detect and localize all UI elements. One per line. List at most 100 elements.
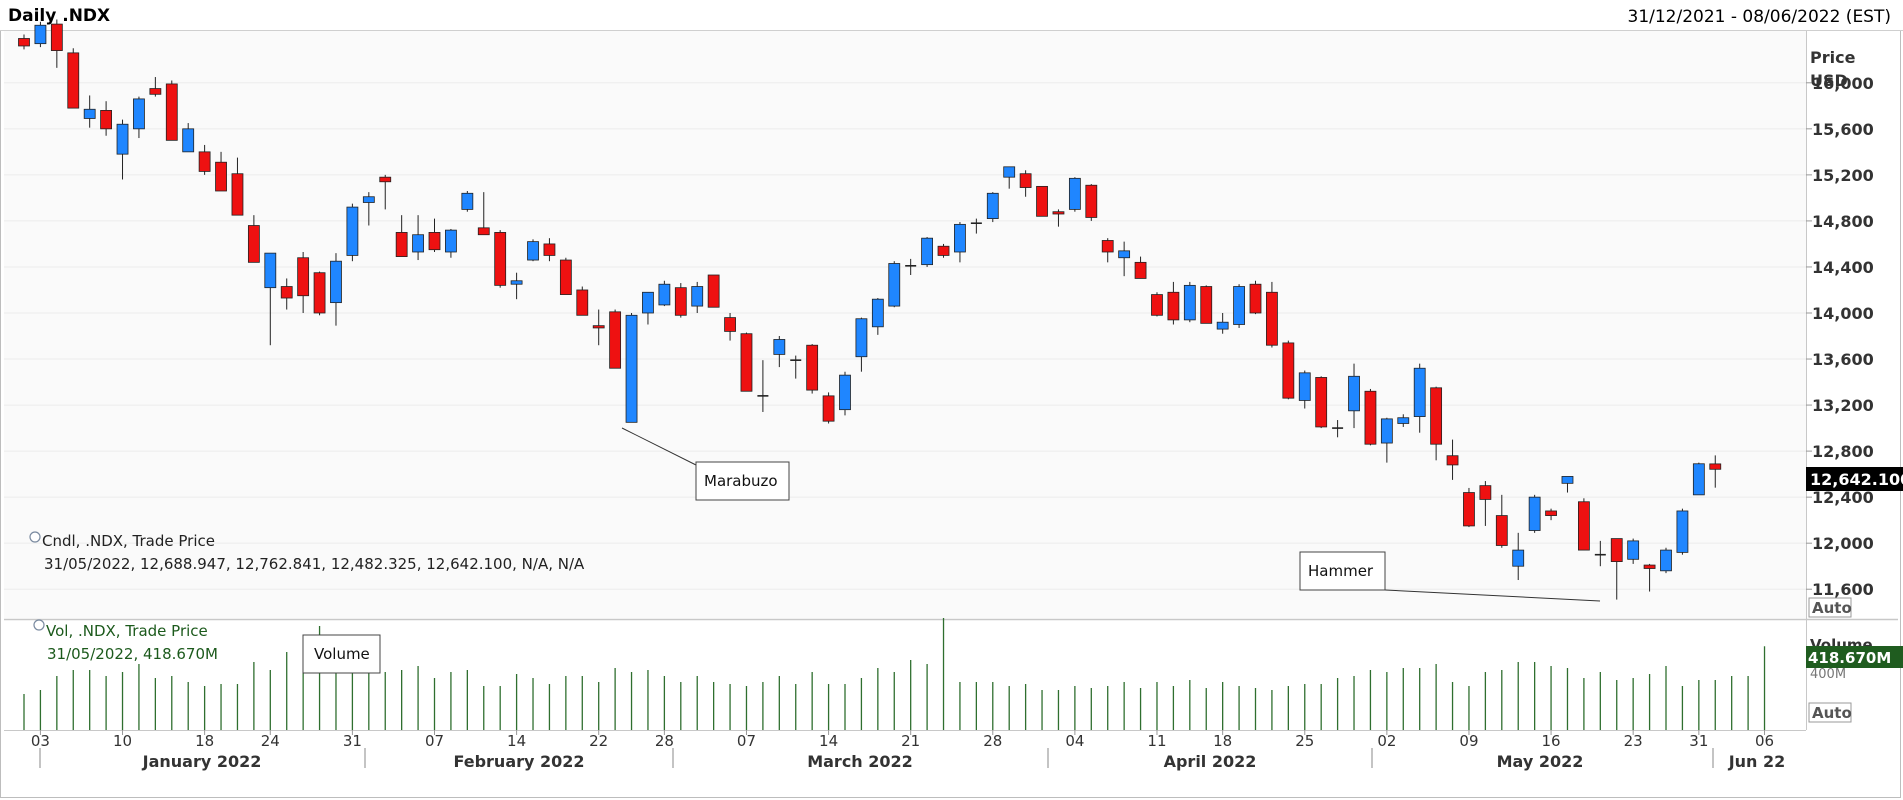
candle-body <box>330 260 342 304</box>
candle-body <box>1676 510 1689 553</box>
candle-body <box>83 108 96 119</box>
date-tick-label: 07 <box>425 732 444 750</box>
candle-body <box>346 206 359 256</box>
candle-body <box>1397 417 1410 424</box>
candle-body <box>215 161 227 192</box>
candle-body <box>1167 291 1180 321</box>
volume-legend-clock-icon[interactable] <box>33 619 45 631</box>
candle-body <box>609 311 622 369</box>
candle-body <box>1249 283 1262 314</box>
volume-auto-button[interactable] <box>1808 702 1852 723</box>
hammer-pointer <box>1384 589 1601 602</box>
candle-body <box>1528 496 1541 531</box>
candle-body <box>34 24 47 45</box>
candle-body <box>494 232 507 286</box>
candle-body <box>1692 463 1705 496</box>
candle-body <box>280 286 293 299</box>
candle-body <box>674 287 687 316</box>
month-label: April 2022 <box>1164 752 1257 771</box>
candle-body <box>1151 294 1163 316</box>
candle-body <box>1233 286 1245 325</box>
month-label: March 2022 <box>807 752 913 771</box>
price-auto-label: Auto <box>1812 599 1852 617</box>
candle-body <box>477 227 490 236</box>
candle-body <box>149 88 162 95</box>
price-tick-label: 14,000 <box>1812 304 1874 323</box>
date-tick-label: 14 <box>507 732 526 750</box>
price-tick-label: 13,200 <box>1812 396 1874 415</box>
candle-body <box>379 176 392 183</box>
candle-body <box>576 289 589 316</box>
candlesticks <box>18 19 1722 600</box>
candle-body <box>116 123 129 155</box>
candle-body <box>1216 321 1229 330</box>
candle-body <box>1266 291 1278 346</box>
marubozu-label: Marabuzo <box>704 472 778 490</box>
month-label: January 2022 <box>142 752 262 771</box>
price-legend-values: 31/05/2022, 12,688.947, 12,762.841, 12,4… <box>44 555 585 573</box>
candle-body <box>1446 455 1459 466</box>
candle-body <box>1660 549 1672 572</box>
candle-body <box>1019 173 1032 188</box>
candle-body <box>247 225 260 263</box>
volume-legend-values: 31/05/2022, 418.670M <box>47 645 218 663</box>
candle-body <box>658 283 671 306</box>
candle-body <box>1463 492 1475 527</box>
candle-body <box>1413 367 1426 417</box>
price-tick-label: 15,600 <box>1812 120 1874 139</box>
candle-body <box>1643 564 1656 569</box>
candle-body <box>625 314 638 423</box>
candle-body <box>100 110 112 130</box>
candle-body <box>1430 387 1443 445</box>
last-volume-tag <box>1806 646 1903 668</box>
price-auto-button[interactable] <box>1808 597 1852 618</box>
date-axis: 03 10 18 24 31 07 14 22 28 07 14 21 28 04 11 18 25 02 09 16… <box>31 730 1785 771</box>
candle-body <box>1479 485 1492 500</box>
date-range[interactable]: 31/12/2021 - 08/06/2022 (EST) <box>1627 7 1892 27</box>
candle-body <box>165 83 178 141</box>
hammer-box <box>1299 551 1386 591</box>
price-axis[interactable]: 11,600 12,000 12,400 12,800 13,200 13,600 14,0… <box>1806 74 1874 599</box>
candle-body <box>937 245 950 256</box>
chart-header: Daily .NDX 31/12/2021 - 08/06/2022 (EST) <box>0 0 1903 31</box>
date-tick-label: 21 <box>901 732 920 750</box>
candle-body <box>1298 372 1311 401</box>
price-tick-label: 15,200 <box>1812 166 1874 185</box>
candle-body <box>1101 240 1114 253</box>
candle-body <box>67 52 80 109</box>
date-tick-label: 31 <box>1689 732 1708 750</box>
candle-body <box>445 229 457 253</box>
candle-body <box>1003 166 1016 178</box>
candle-body <box>510 280 523 285</box>
date-tick-label: 09 <box>1459 732 1478 750</box>
candle-body <box>1545 510 1557 516</box>
price-gridlines <box>4 82 1806 590</box>
volume-panel-bg <box>4 620 1806 730</box>
candle-body <box>1118 250 1131 259</box>
price-tick-label: 16,000 <box>1812 74 1874 93</box>
date-tick-label: 22 <box>589 732 608 750</box>
date-tick-label: 18 <box>195 732 214 750</box>
candle-body <box>1052 211 1065 215</box>
volume-bars <box>23 618 1766 730</box>
last-price-tag <box>1806 467 1903 491</box>
candle-body <box>707 274 720 308</box>
last-price-label: 12,642.100 <box>1810 470 1903 489</box>
candle-body <box>527 241 539 261</box>
month-label: May 2022 <box>1497 752 1584 771</box>
candle-body <box>133 98 145 130</box>
date-tick-label: 03 <box>31 732 50 750</box>
candle-body <box>1578 501 1590 551</box>
candle-body <box>871 298 884 328</box>
candle-body <box>412 234 424 253</box>
price-tick-label: 12,400 <box>1812 488 1874 507</box>
candle-body <box>543 243 556 256</box>
candle-body <box>461 192 474 210</box>
date-tick-label: 24 <box>261 732 280 750</box>
candle-body <box>231 173 244 216</box>
volume-box-label: Volume <box>314 645 370 663</box>
price-legend-title: Cndl, .NDX, Trade Price <box>42 532 215 550</box>
date-tick-label: 28 <box>655 732 674 750</box>
candle-body <box>642 291 654 314</box>
legend-clock-icon[interactable] <box>29 531 41 543</box>
